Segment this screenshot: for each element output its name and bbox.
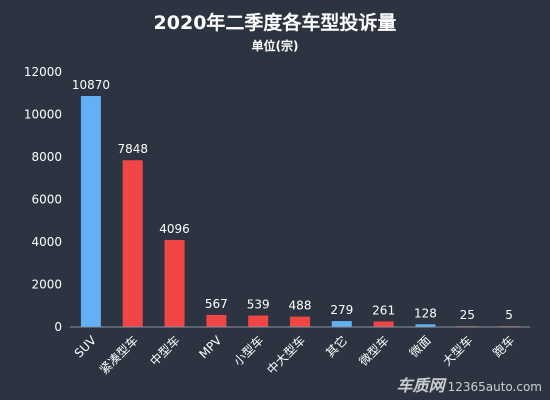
data-label: 279	[330, 303, 353, 317]
data-labels: 10870 7848 4096 567 539 488 279 261 128 25 5	[72, 78, 513, 322]
x-tick-label: MPV	[196, 333, 225, 362]
data-label: 5	[505, 308, 513, 322]
data-label: 567	[205, 297, 228, 311]
bar	[290, 316, 310, 327]
y-axis: 0 2000 4000 6000 8000 10000 12000	[24, 65, 62, 334]
x-tick-label: 微面	[407, 333, 434, 360]
bar	[248, 315, 269, 327]
y-tick-label: 10000	[24, 108, 62, 122]
x-tick-label: 中大型车	[264, 333, 309, 378]
x-tick-label: 微型车	[356, 333, 392, 369]
y-tick-label: 12000	[24, 65, 62, 79]
y-tick-label: 2000	[31, 278, 62, 292]
data-label: 539	[247, 298, 270, 312]
x-tick-label: 其它	[322, 333, 350, 361]
data-label: 488	[289, 299, 312, 313]
y-tick-label: 6000	[31, 193, 62, 207]
data-label: 10870	[72, 78, 110, 92]
bar	[164, 239, 185, 327]
bar	[122, 160, 143, 327]
data-label: 128	[414, 306, 437, 320]
bars	[80, 96, 520, 327]
data-label: 261	[372, 303, 395, 317]
watermark-brand: 车质网	[396, 376, 445, 395]
x-tick-label: 紧凑型车	[96, 333, 141, 378]
bar	[206, 314, 227, 327]
y-tick-label: 4000	[31, 235, 62, 249]
watermark-site: 12365auto.com	[447, 380, 542, 394]
y-tick-label: 8000	[31, 150, 62, 164]
x-tick-label: 跑车	[490, 333, 518, 361]
x-tick-label: 小型车	[230, 333, 266, 369]
bar	[331, 321, 352, 327]
x-tick-label: 大型车	[439, 333, 475, 369]
y-tick-label: 0	[54, 320, 62, 334]
data-label: 25	[460, 308, 475, 322]
chart-title: 2020年二季度各车型投诉量	[153, 12, 397, 34]
x-tick-label: SUV	[72, 333, 100, 361]
data-label: 4096	[159, 222, 190, 236]
data-label: 7848	[117, 142, 148, 156]
bar	[415, 324, 436, 327]
bar	[80, 96, 101, 327]
watermark: 车质网 12365auto.com	[397, 372, 542, 396]
bar	[373, 321, 394, 327]
x-tick-label: 中型车	[147, 333, 183, 369]
chart-subtitle: 单位(宗)	[251, 39, 299, 53]
